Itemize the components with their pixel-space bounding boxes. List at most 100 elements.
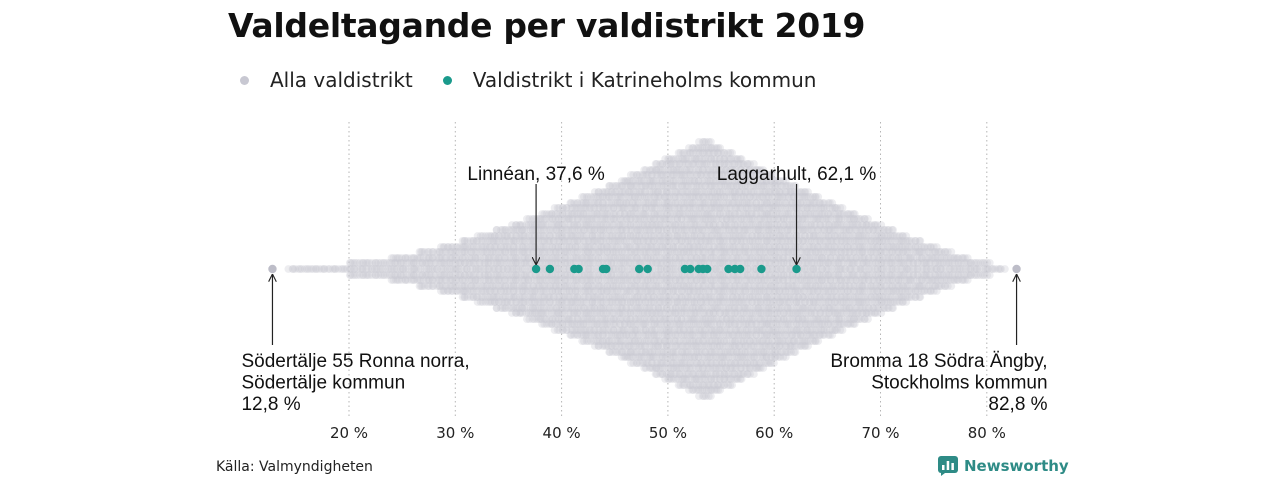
district-dot — [374, 271, 383, 279]
district-dot — [461, 282, 469, 290]
district-dot — [461, 287, 469, 295]
district-dot — [423, 248, 432, 256]
district-dot — [463, 237, 472, 245]
district-dot — [484, 271, 493, 279]
district-dot — [442, 276, 451, 284]
district-dot — [504, 254, 513, 262]
district-dot — [456, 271, 465, 279]
district-dot — [476, 232, 485, 240]
district-dot — [458, 248, 467, 256]
district-dot — [396, 271, 405, 279]
district-dot — [348, 271, 357, 279]
district-dot — [444, 287, 453, 295]
district-dot — [481, 276, 490, 284]
district-dot — [495, 232, 504, 240]
district-dot — [309, 265, 318, 273]
district-dot — [476, 254, 485, 262]
district-dot — [511, 259, 520, 267]
district-dot — [443, 287, 452, 295]
series-all-districts — [268, 138, 1021, 400]
district-dot — [364, 265, 372, 273]
district-dot — [397, 271, 406, 279]
district-dot — [418, 271, 427, 279]
district-dot — [435, 248, 444, 256]
district-dot — [416, 254, 425, 262]
district-dot — [320, 265, 329, 273]
district-dot — [476, 259, 484, 267]
district-dot — [447, 282, 456, 290]
district-dot — [473, 232, 482, 240]
district-dot — [462, 265, 471, 273]
district-dot — [489, 276, 498, 284]
district-dot — [474, 248, 483, 256]
district-dot — [485, 237, 494, 245]
district-dot — [425, 248, 434, 256]
district-dot — [486, 248, 495, 256]
district-dot — [497, 226, 505, 234]
district-dot — [472, 248, 480, 256]
district-dot — [438, 276, 446, 284]
district-dot — [438, 282, 447, 290]
district-dot — [294, 265, 303, 273]
district-dot — [376, 259, 385, 267]
district-dot — [486, 254, 495, 262]
district-dot — [469, 265, 477, 273]
district-dot — [494, 276, 503, 284]
district-dot — [469, 271, 478, 279]
district-dot — [498, 226, 507, 234]
district-dot — [371, 259, 380, 267]
district-dot — [451, 271, 460, 279]
district-dot — [500, 226, 509, 234]
district-dot — [484, 271, 492, 279]
district-dot — [490, 271, 498, 279]
legend-label-all: Alla valdistrikt — [270, 68, 413, 92]
district-dot — [469, 287, 478, 295]
district-dot — [504, 304, 513, 312]
district-dot — [442, 248, 451, 256]
district-dot — [507, 282, 516, 290]
district-dot — [501, 282, 510, 290]
district-dot — [422, 254, 431, 262]
district-dot — [476, 271, 484, 279]
district-dot — [428, 265, 436, 273]
district-dot — [343, 265, 351, 273]
district-dot — [468, 254, 477, 262]
district-dot — [505, 237, 514, 245]
district-dot — [412, 265, 420, 273]
district-dot — [463, 282, 472, 290]
district-dot — [494, 248, 503, 256]
district-dot — [512, 248, 521, 256]
district-dot — [385, 271, 394, 279]
district-dot — [353, 265, 362, 273]
district-dot — [393, 271, 402, 279]
district-dot — [454, 265, 463, 273]
district-dot — [430, 259, 438, 267]
district-dot — [345, 259, 354, 267]
district-dot — [449, 248, 457, 256]
district-dot — [458, 254, 467, 262]
district-dot — [467, 282, 476, 290]
district-dot — [472, 243, 481, 251]
district-dot — [393, 276, 402, 284]
district-dot — [501, 293, 510, 301]
district-dot — [466, 293, 475, 301]
district-dot — [474, 282, 483, 290]
district-dot — [439, 243, 448, 251]
district-dot — [465, 259, 474, 267]
district-dot — [491, 298, 500, 306]
district-dot — [485, 276, 493, 284]
district-dot — [447, 248, 456, 256]
district-dot — [353, 271, 361, 279]
district-dot — [370, 265, 379, 273]
district-dot — [448, 287, 457, 295]
district-dot — [456, 271, 464, 279]
district-dot — [500, 237, 509, 245]
district-dot — [440, 287, 449, 295]
district-dot — [495, 298, 504, 306]
district-dot — [513, 243, 521, 251]
district-dot — [467, 282, 476, 290]
district-dot — [491, 237, 500, 245]
district-dot — [491, 287, 499, 295]
district-dot — [505, 287, 514, 295]
district-dot — [501, 254, 510, 262]
